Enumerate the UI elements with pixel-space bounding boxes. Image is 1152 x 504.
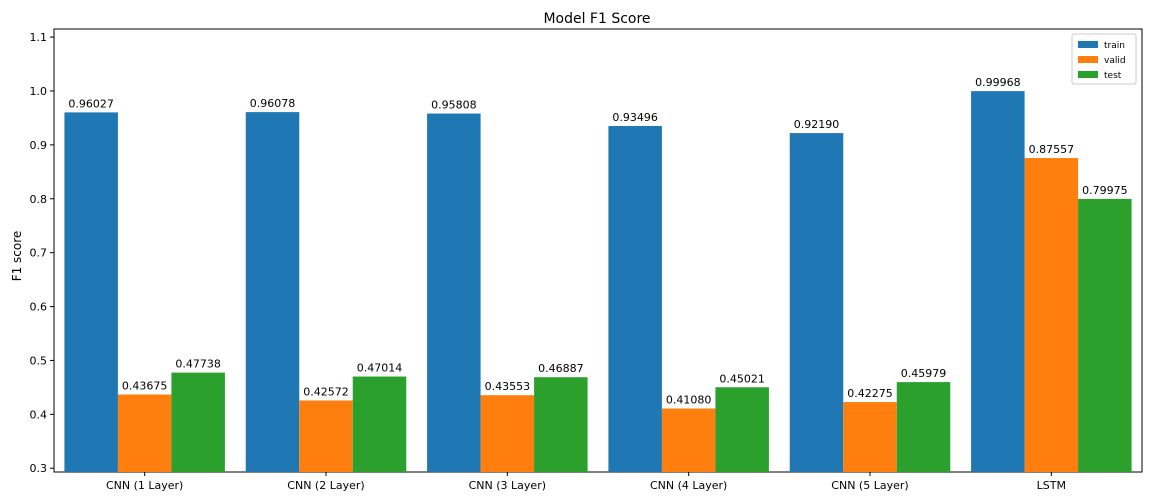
y-tick-label: 0.5 [30, 354, 48, 367]
data-label-valid: 0.43553 [485, 380, 531, 393]
bar-train [971, 91, 1025, 472]
data-label-valid: 0.87557 [1029, 143, 1075, 156]
data-label-train: 0.95808 [431, 99, 477, 112]
data-label-train: 0.96078 [250, 97, 296, 110]
bar-valid [843, 402, 897, 472]
bar-train [245, 112, 300, 472]
data-label-test: 0.79975 [1082, 184, 1128, 197]
x-tick-label: CNN (4 Layer) [650, 479, 727, 492]
x-tick-label: LSTM [1037, 479, 1066, 492]
bar-train [64, 112, 118, 472]
legend-swatch-train [1078, 41, 1098, 48]
data-label-test: 0.45021 [719, 372, 765, 385]
bar-train [427, 113, 481, 472]
y-tick-label: 0.7 [30, 247, 48, 260]
plot-frame [53, 28, 1143, 473]
bar-valid [480, 395, 535, 472]
data-label-train: 0.99968 [975, 76, 1021, 89]
y-tick-label: 0.4 [30, 408, 48, 421]
data-label-valid: 0.42572 [303, 385, 349, 398]
bar-train [789, 133, 844, 473]
x-tick-label: CNN (3 Layer) [469, 479, 546, 492]
legend-label-valid: valid [1104, 56, 1126, 66]
data-label-valid: 0.43675 [122, 380, 168, 393]
y-tick-label: 0.9 [30, 139, 48, 152]
y-tick-label: 0.6 [30, 301, 48, 314]
x-tick-label: CNN (1 Layer) [106, 479, 183, 492]
data-label-valid: 0.41080 [666, 394, 712, 407]
plot-area: 0.3 0.4 0.5 0.6 0.7 0.8 0.9 1.0 1.1 0.96027 0.4367… [30, 28, 1143, 492]
bar-test [534, 377, 588, 472]
data-label-train: 0.93496 [612, 111, 658, 124]
x-tick-label: CNN (5 Layer) [831, 479, 908, 492]
legend-label-train: train [1104, 41, 1125, 51]
bar-test [1078, 198, 1132, 472]
data-label-test: 0.47738 [175, 358, 221, 371]
y-tick-label: 0.8 [30, 193, 48, 206]
bar-test [171, 372, 225, 472]
data-label-train: 0.96027 [68, 97, 114, 110]
bar-valid [1024, 158, 1079, 472]
y-tick-label: 1.0 [30, 85, 48, 98]
bar-valid [299, 400, 353, 472]
bar-valid [661, 408, 716, 472]
legend-swatch-test [1078, 71, 1098, 78]
bar-test [896, 382, 951, 472]
bar-test [352, 376, 407, 472]
data-label-valid: 0.42275 [847, 387, 893, 400]
y-axis-label: F1 score [10, 231, 24, 282]
x-tick-label: CNN (2 Layer) [287, 479, 364, 492]
legend-swatch-valid [1078, 56, 1098, 63]
legend: train valid test [1071, 33, 1137, 85]
y-tick-label: 0.3 [30, 462, 48, 475]
bar-test [715, 387, 769, 472]
y-tick-label: 1.1 [30, 31, 48, 44]
chart-title: Model F1 Score [543, 11, 650, 27]
data-label-test: 0.46887 [538, 362, 584, 375]
legend-label-test: test [1104, 71, 1122, 81]
bar-train [608, 126, 662, 472]
data-label-test: 0.45979 [901, 367, 947, 380]
data-label-test: 0.47014 [357, 362, 403, 375]
bar-valid [117, 394, 172, 472]
data-label-train: 0.92190 [794, 118, 840, 131]
